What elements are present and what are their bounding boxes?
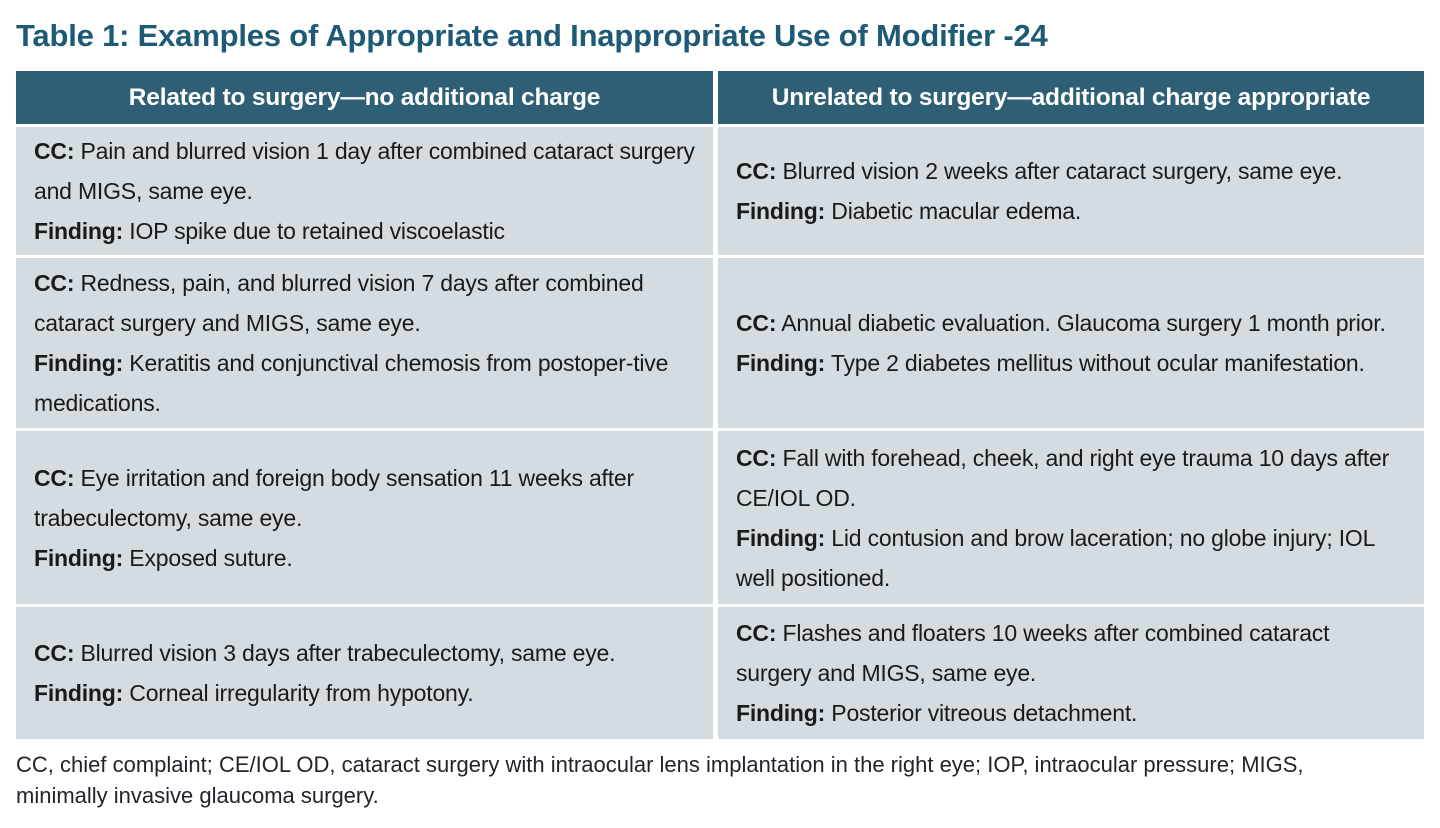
cc-label: CC:	[736, 620, 777, 646]
table-cell-related-4: CC: Blurred vision 3 days after trabecul…	[16, 607, 713, 739]
table-cell-unrelated-4: CC: Flashes and floaters 10 weeks after …	[718, 607, 1424, 739]
cc-label: CC:	[736, 158, 777, 184]
finding-entry: Finding: Posterior vitreous detachment.	[736, 693, 1406, 733]
finding-label: Finding:	[736, 350, 826, 376]
cc-label: CC:	[736, 444, 777, 471]
cc-entry: CC: Flashes and floaters 10 weeks after …	[736, 613, 1406, 693]
finding-label: Finding:	[736, 524, 826, 551]
finding-label: Finding:	[34, 218, 124, 244]
table-cell-related-3: CC: Eye irritation and foreign body sens…	[16, 431, 713, 604]
finding-text: IOP spike due to retained viscoelastic	[129, 218, 505, 244]
modifier-24-table: Related to surgery—no additional charge …	[16, 71, 1424, 739]
cc-text: Fall with forehead, cheek, and right eye…	[736, 444, 1390, 511]
finding-text: Corneal irregularity from hypotony.	[129, 680, 474, 706]
finding-text: Diabetic macular edema.	[831, 198, 1082, 224]
cc-entry: CC: Annual diabetic evaluation. Glaucoma…	[736, 303, 1406, 343]
finding-entry: Finding: IOP spike due to retained visco…	[34, 211, 695, 251]
cc-text: Eye irritation and foreign body sensatio…	[34, 464, 634, 531]
finding-entry: Finding: Exposed suture.	[34, 538, 695, 578]
finding-entry: Finding: Keratitis and conjunctival chem…	[34, 343, 695, 423]
finding-text: Keratitis and conjunctival chemosis from…	[34, 350, 669, 416]
abbreviations-footnote: CC, chief complaint; CE/IOL OD, cataract…	[16, 752, 1304, 808]
finding-entry: Finding: Type 2 diabetes mellitus withou…	[736, 343, 1406, 383]
cc-entry: CC: Fall with forehead, cheek, and right…	[736, 438, 1406, 518]
finding-entry: Finding: Diabetic macular edema.	[736, 191, 1406, 231]
column-header-unrelated: Unrelated to surgery—additional charge a…	[718, 71, 1424, 124]
finding-text: Lid contusion and brow laceration; no gl…	[736, 524, 1375, 591]
finding-label: Finding:	[34, 680, 124, 706]
finding-text: Posterior vitreous detachment.	[831, 700, 1138, 726]
finding-text: Type 2 diabetes mellitus without ocular …	[830, 350, 1365, 376]
table-cell-unrelated-2: CC: Annual diabetic evaluation. Glaucoma…	[718, 258, 1424, 428]
finding-label: Finding:	[736, 198, 826, 224]
cc-label: CC:	[736, 310, 777, 336]
column-header-related: Related to surgery—no additional charge	[16, 71, 713, 124]
table-cell-unrelated-3: CC: Fall with forehead, cheek, and right…	[718, 431, 1424, 604]
table-cell-related-1: CC: Pain and blurred vision 1 day after …	[16, 127, 713, 255]
cc-text: Flashes and floaters 10 weeks after comb…	[736, 620, 1330, 686]
cc-entry: CC: Pain and blurred vision 1 day after …	[34, 131, 695, 211]
table-title: Table 1: Examples of Appropriate and Ina…	[16, 18, 1048, 53]
cc-label: CC:	[34, 270, 75, 296]
cc-label: CC:	[34, 464, 75, 491]
cc-entry: CC: Blurred vision 2 weeks after catarac…	[736, 151, 1406, 191]
cc-text: Redness, pain, and blurred vision 7 days…	[34, 270, 644, 336]
cc-text: Blurred vision 3 days after trabeculecto…	[80, 640, 616, 666]
finding-label: Finding:	[34, 350, 124, 376]
cc-text: Blurred vision 2 weeks after cataract su…	[782, 158, 1343, 184]
cc-entry: CC: Redness, pain, and blurred vision 7 …	[34, 263, 695, 343]
cc-entry: CC: Eye irritation and foreign body sens…	[34, 458, 695, 538]
cc-label: CC:	[34, 138, 75, 164]
cc-text: Pain and blurred vision 1 day after comb…	[34, 138, 695, 204]
cc-text: Annual diabetic evaluation. Glaucoma sur…	[781, 310, 1386, 336]
finding-entry: Finding: Lid contusion and brow lacerati…	[736, 518, 1406, 598]
table-cell-unrelated-1: CC: Blurred vision 2 weeks after catarac…	[718, 127, 1424, 255]
finding-label: Finding:	[736, 700, 826, 726]
finding-entry: Finding: Corneal irregularity from hypot…	[34, 673, 695, 713]
table-cell-related-2: CC: Redness, pain, and blurred vision 7 …	[16, 258, 713, 428]
cc-entry: CC: Blurred vision 3 days after trabecul…	[34, 633, 695, 673]
cc-label: CC:	[34, 640, 75, 666]
finding-label: Finding:	[34, 544, 124, 571]
finding-text: Exposed suture.	[129, 544, 293, 571]
